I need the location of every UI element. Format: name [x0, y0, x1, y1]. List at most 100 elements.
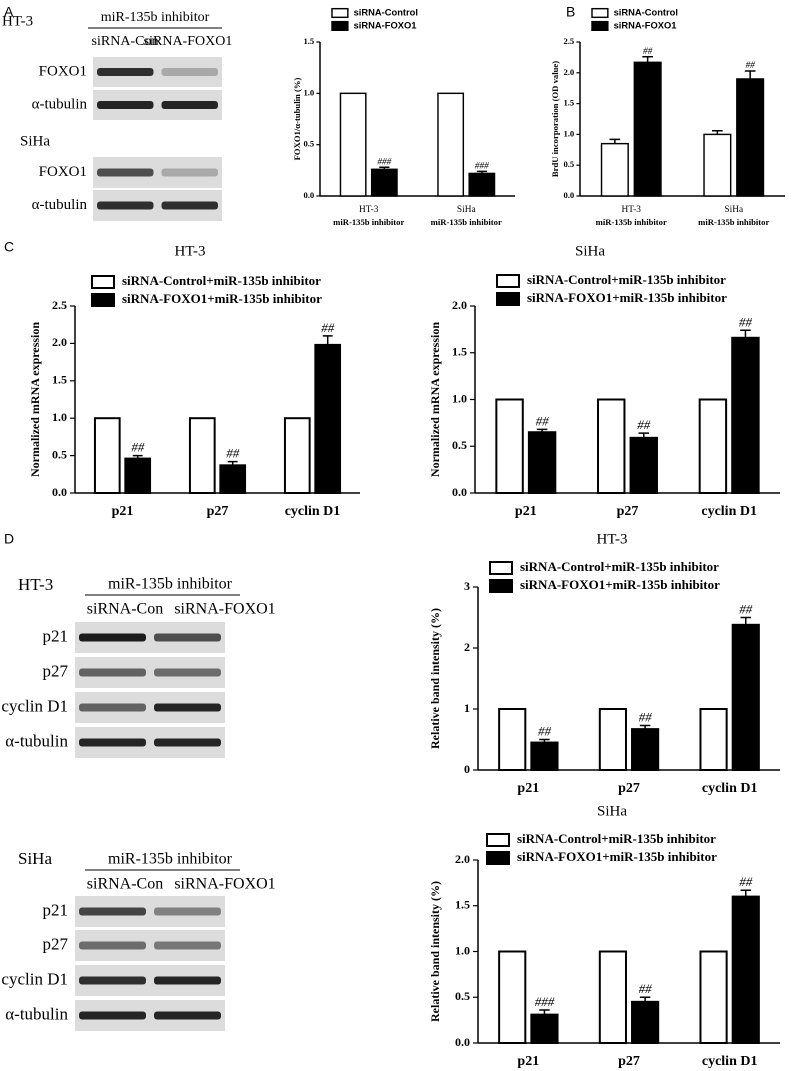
legend-swatch: [331, 7, 349, 19]
y-tick-label: 0.0: [52, 485, 67, 499]
lane-label: siRNA-FOXO1: [144, 34, 233, 49]
blot-band: [97, 101, 154, 109]
bar: [699, 708, 728, 771]
legend-swatch: [486, 833, 510, 847]
error-bar: [740, 329, 751, 338]
significance-label: ##: [643, 47, 653, 57]
blot-band: [161, 168, 218, 177]
error-bar: [638, 432, 650, 438]
y-tick-label: 1: [464, 701, 470, 715]
bar: [703, 133, 732, 197]
treatment-label: miR-135b inhibitor: [108, 851, 233, 868]
error-bar: [609, 138, 621, 144]
error-bar: [639, 996, 651, 1002]
blot-band: [97, 201, 154, 210]
legend-label: siRNA-Control+miR-135b inhibitor: [122, 273, 321, 288]
legend-swatch: [591, 20, 609, 31]
bar: [629, 436, 658, 494]
legend-swatch: [91, 293, 115, 307]
significance-label: ##: [226, 446, 240, 461]
y-axis-label: Normalized mRNA expression: [428, 322, 442, 477]
panel-label: D: [4, 531, 14, 547]
error-bar: [379, 166, 390, 170]
significance-label: ##: [637, 417, 651, 432]
y-tick-label: 2.0: [52, 335, 67, 349]
significance-label: ##: [739, 314, 753, 329]
row-label: p21: [43, 626, 69, 645]
legend-label: siRNA-Control+miR-135b inhibitor: [517, 831, 716, 846]
significance-label: ###: [535, 994, 555, 1009]
error-bar: [744, 70, 756, 79]
bar: [731, 336, 760, 495]
error-bar: [740, 616, 752, 625]
y-tick-label: 0.0: [455, 1035, 470, 1049]
blot-band: [154, 668, 221, 677]
cell-line-label: HT-3: [18, 575, 53, 594]
bar: [600, 142, 629, 197]
blot-band: [79, 976, 146, 985]
x-tick-label: p21: [517, 781, 539, 796]
significance-label: ##: [639, 709, 653, 724]
bar: [598, 950, 627, 1044]
row-label: p27: [43, 661, 69, 680]
significance-label: ##: [321, 320, 335, 335]
y-tick-label: 0.5: [455, 989, 470, 1003]
y-tick-label: 0.5: [303, 139, 314, 149]
y-axis-label: FOXO1/α-tubulin (%): [292, 78, 302, 161]
error-bar: [539, 1009, 550, 1015]
bar: [698, 398, 728, 494]
blot-band: [79, 738, 146, 747]
bar: [633, 61, 662, 197]
panel-label: C: [4, 239, 14, 255]
significance-label: ##: [538, 723, 552, 738]
lane-label: siRNA-FOXO1: [174, 601, 275, 618]
blot-band: [161, 101, 218, 109]
blot-band: [79, 633, 146, 642]
row-label: FOXO1: [39, 164, 87, 180]
legend-label: siRNA-FOXO1+miR-135b inhibitor: [520, 577, 720, 592]
y-tick-label: 0.0: [303, 190, 314, 200]
error-bar: [476, 170, 487, 174]
legend-swatch: [496, 292, 520, 306]
blot-band: [154, 703, 221, 712]
y-tick-label: 0.5: [52, 447, 67, 461]
x-tick-sublabel: miR-135b inhibitor: [596, 217, 667, 227]
error-bar: [132, 454, 143, 459]
blot-band: [154, 941, 221, 950]
error-bar: [227, 460, 238, 466]
bar: [731, 895, 760, 1044]
legend-label: siRNA-FOXO1: [354, 20, 417, 30]
y-tick-label: 0.5: [563, 159, 574, 169]
lane-label: siRNA-Con: [87, 876, 163, 893]
cell-line-label: SiHa: [18, 849, 52, 868]
legend-swatch: [489, 561, 513, 575]
legend-swatch: [486, 851, 510, 865]
legend-label: siRNA-Control: [614, 7, 678, 17]
blot-band: [161, 68, 218, 76]
panel-label: B: [566, 4, 575, 20]
x-tick-label: HT-3: [359, 205, 379, 215]
error-bar: [322, 335, 333, 345]
bar: [283, 417, 311, 495]
blot-band: [97, 168, 154, 177]
cell-line-label: HT-3: [2, 13, 33, 29]
blot-band: [79, 1011, 146, 1020]
legend-swatch: [489, 579, 513, 593]
blot-band: [79, 668, 146, 677]
legend-swatch: [91, 275, 115, 289]
cell-line-label: SiHa: [20, 133, 50, 149]
bar: [468, 172, 496, 197]
y-tick-label: 2: [464, 640, 470, 654]
y-tick-label: 1.5: [563, 98, 574, 108]
bar: [731, 623, 760, 771]
x-tick-label: cyclin D1: [285, 504, 341, 519]
blot-band: [154, 1011, 221, 1020]
y-tick-label: 3: [464, 579, 470, 593]
bar: [631, 1000, 660, 1045]
significance-label: ###: [475, 161, 489, 171]
y-tick-label: 0: [464, 762, 470, 776]
legend-label: siRNA-FOXO1+miR-135b inhibitor: [122, 291, 322, 306]
y-tick-label: 2.0: [452, 298, 467, 312]
row-label: FOXO1: [39, 63, 87, 79]
